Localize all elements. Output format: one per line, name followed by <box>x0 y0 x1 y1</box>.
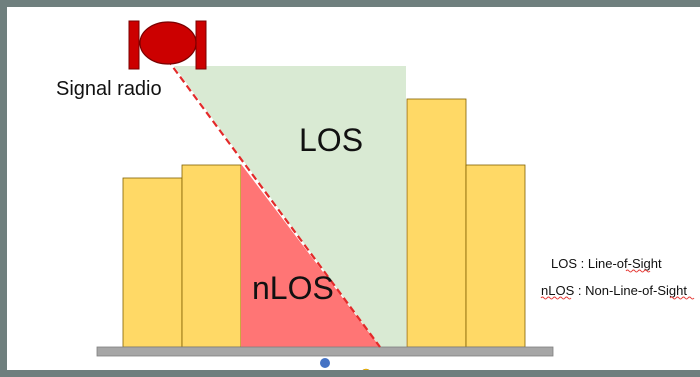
building-3 <box>406 98 467 348</box>
legend-text: Line-of-Sight <box>588 256 662 271</box>
legend-separator: : <box>574 283 585 298</box>
spellcheck-underline <box>540 296 572 300</box>
building-1 <box>122 177 183 348</box>
legend-line-nlos: nLOS : Non-Line-of-Sight <box>541 283 687 298</box>
spellcheck-underline <box>669 296 695 300</box>
device-dot-blue <box>320 358 330 368</box>
ground <box>96 346 554 357</box>
building-4 <box>465 164 526 348</box>
legend-line-los: LOS : Line-of-Sight <box>551 256 662 271</box>
legend-text: Non-Line-of-Sight <box>585 283 687 298</box>
device-dot-purple <box>288 371 298 377</box>
los-diagram: Signal radio LOS nLOS LOS : Line-of-Sigh… <box>56 20 695 377</box>
spellcheck-underline <box>625 269 651 273</box>
signal-radio-icon <box>128 20 207 70</box>
nlos-label: nLOS <box>252 270 334 306</box>
building-2 <box>181 164 242 348</box>
los-zone <box>174 66 406 347</box>
legend-separator: : <box>577 256 588 271</box>
los-label: LOS <box>299 122 363 158</box>
legend-abbr: nLOS <box>541 283 575 298</box>
signal-line <box>166 58 381 348</box>
legend: LOS : Line-of-Sight nLOS : Non-Line-of-S… <box>540 256 695 300</box>
device-dot-yellow <box>362 368 370 370</box>
radio-label: Signal radio <box>56 78 162 100</box>
legend-abbr: LOS <box>551 256 577 271</box>
